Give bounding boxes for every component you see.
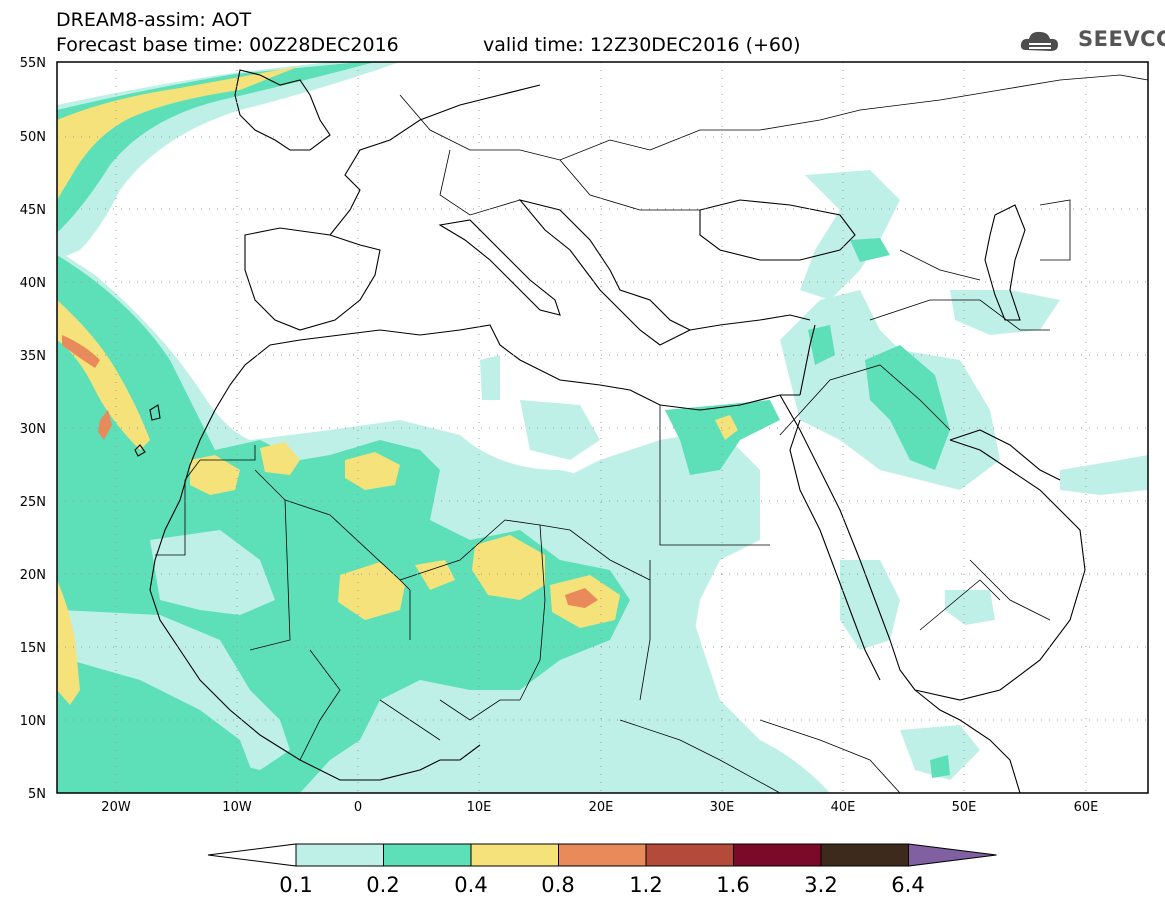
aot-region [415,560,455,590]
coastlines [134,69,1086,793]
forecast-base-time: Forecast base time: 00Z28DEC2016 [56,34,399,56]
lat-label: 50N [20,130,46,145]
aot-region [565,588,598,608]
lat-label: 5N [28,787,46,802]
aot-region [57,300,150,450]
colorbar-label: 1.6 [716,873,749,897]
borders [155,74,1148,793]
valid-time: valid time: 12Z30DEC2016 (+60) [483,34,801,56]
lon-labels: 20W 10W 0 10E 20E 30E 40E 50E 60E [101,800,1098,815]
lat-label: 10N [20,714,46,729]
colorbar-left-arrow [207,843,297,867]
lat-labels: 55N 50N 45N 40N 35N 30N 25N 20N 15N 10N … [20,56,46,802]
aot-region [57,580,80,705]
colorbar-box [295,843,384,867]
lat-label: 25N [20,495,46,510]
aot-region [472,535,545,600]
aot-region [850,238,890,262]
aot-region [338,562,405,620]
aot-region [1060,455,1148,495]
colorbar-right-arrow [908,843,997,867]
aot-region [480,355,500,400]
colorbar-label: 0.1 [279,873,312,897]
lon-label: 20W [101,800,131,815]
lon-label: 50E [952,800,977,815]
aot-region [930,755,950,778]
logo-text: SEEVCCC [1078,27,1165,51]
lon-label: 20E [589,800,614,815]
cloud-icon [1020,31,1058,51]
lon-label: 40E [831,800,856,815]
colorbar-label: 0.4 [454,873,487,897]
aot-region [900,725,980,780]
lon-label: 60E [1074,800,1099,815]
colorbar-boxes [207,843,997,867]
colorbar-box [645,843,734,867]
colorbar-label: 3.2 [804,873,837,897]
aot-field [57,62,1148,793]
aot-region [865,345,950,470]
lon-label: 10W [222,800,252,815]
colorbar-label: 6.4 [891,873,924,897]
aot-region [62,335,100,368]
lon-label: 10E [467,800,492,815]
lat-label: 55N [20,56,46,71]
lon-label: 0 [354,800,362,815]
aot-region [808,325,835,365]
lat-label: 15N [20,641,46,656]
aot-region [345,452,400,490]
lat-label: 40N [20,276,46,291]
aot-region [190,455,240,495]
aot-map: 55N 50N 45N 40N 35N 30N 25N 20N 15N 10N … [20,56,1149,815]
aot-region [260,442,300,475]
colorbar-box [733,843,822,867]
aot-region [98,410,112,440]
lat-label: 20N [20,568,46,583]
colorbar-box [558,843,647,867]
map-title: DREAM8-assim: AOT [56,9,252,31]
colorbar-box [820,843,909,867]
seevccc-logo [1020,31,1058,51]
colorbar-label: 0.8 [541,873,574,897]
colorbar-box [470,843,559,867]
lat-label: 45N [20,203,46,218]
aot-region [950,290,1060,335]
aot-region [60,610,290,770]
aot-region [150,530,275,615]
lon-label: 30E [710,800,735,815]
aot-region [520,400,600,460]
aot-region [57,66,300,200]
lat-label: 30N [20,422,46,437]
lat-label: 35N [20,349,46,364]
aot-region [560,430,760,700]
colorbar-label: 0.2 [366,873,399,897]
aot-region [57,660,260,793]
aot-region [800,170,900,300]
colorbar-labels: 0.1 0.2 0.4 0.8 1.2 1.6 3.2 6.4 [279,873,924,897]
colorbar-box [383,843,472,867]
map-frame [56,61,1149,794]
aot-region [715,415,738,440]
aot-region [665,400,780,475]
colorbar-label: 1.2 [629,873,662,897]
